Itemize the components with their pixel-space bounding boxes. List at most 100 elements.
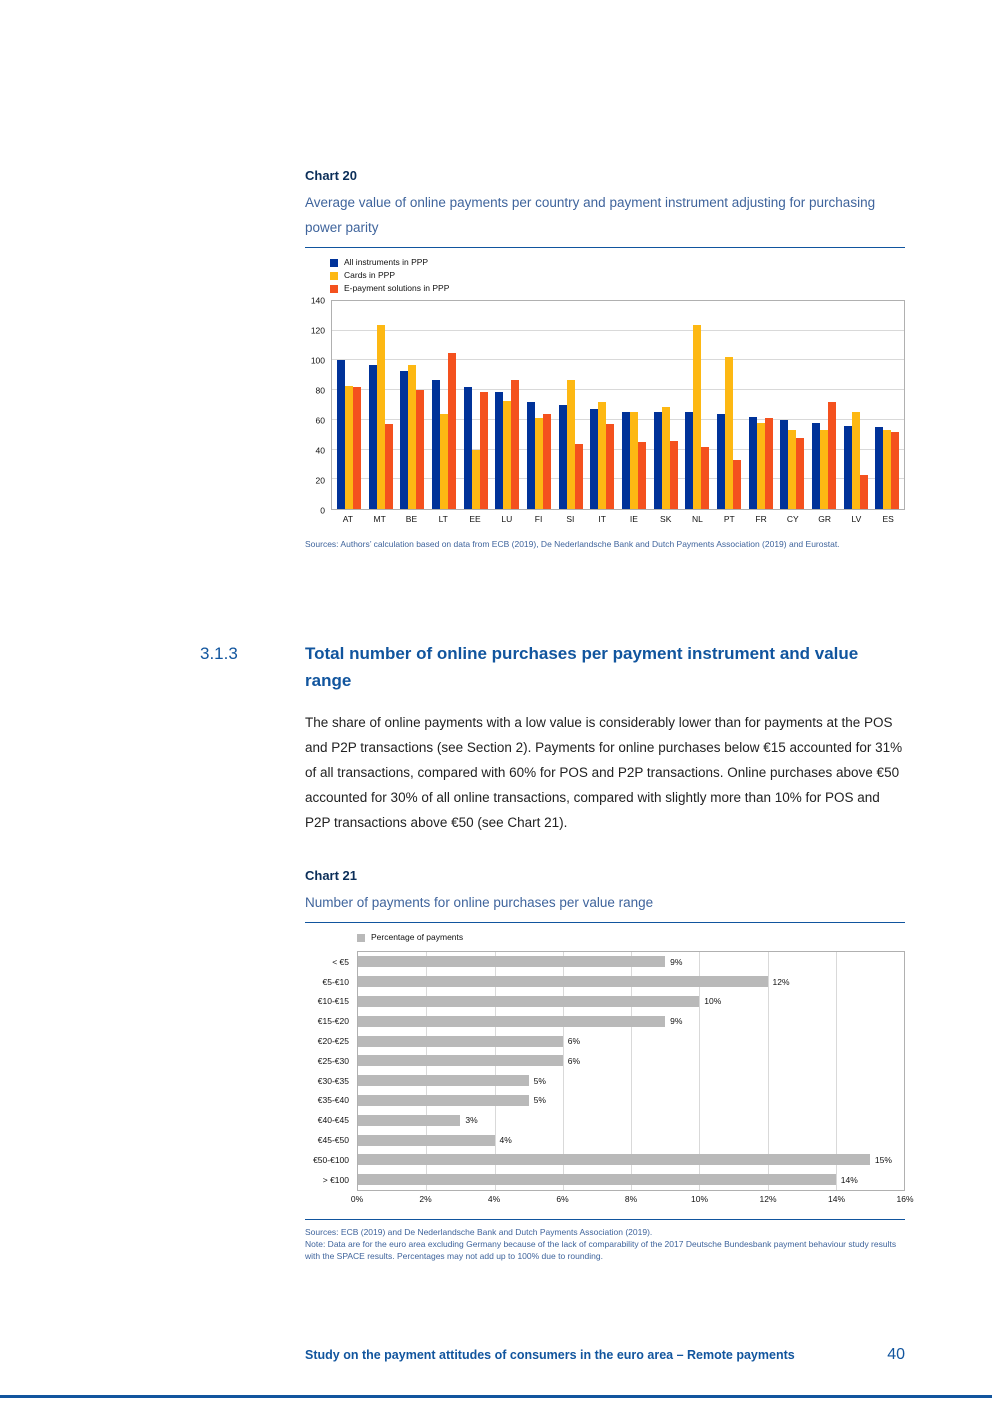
chart20-section: Chart 20 Average value of online payment… [305, 168, 905, 550]
gridline [631, 952, 632, 1190]
chart21-sources: Sources: ECB (2019) and De Nederlandsche… [305, 1226, 653, 1237]
bar [796, 437, 805, 509]
chart20-x-axis: AT MT BE LT EE LU FI SI IT IE SK NL PT FR CY GR LV ES [331, 510, 905, 524]
legend-label: E-payment solutions in PPP [344, 283, 450, 293]
bar [590, 409, 599, 509]
section-title: Total number of online purchases per pay… [305, 644, 859, 690]
legend-item: Percentage of payments [357, 932, 905, 943]
gridline [332, 418, 904, 420]
chart21-category-labels: < €5 €5-€10 €10-€15 €15-€20 €20-€25 €25-€30 €3… [305, 951, 357, 1191]
bar [447, 353, 456, 509]
bar [358, 976, 768, 988]
bar-row: 15% [358, 1150, 904, 1170]
bar [511, 379, 520, 509]
body-paragraph: The share of online payments with a low … [305, 715, 903, 830]
legend-swatch-icon [330, 284, 338, 293]
value-label: 10% [704, 996, 722, 1007]
chart20-y-axis: 0 20 40 60 80 100 120 140 [305, 296, 331, 514]
x-tick-label: EE [469, 514, 481, 524]
y-tick-label: 40 [315, 444, 325, 455]
bar [891, 431, 900, 509]
chart21-section: Chart 21 Number of payments for online p… [305, 868, 914, 1262]
bar-group [460, 301, 492, 509]
bar-group [618, 301, 650, 509]
bar [629, 412, 638, 509]
bar [606, 424, 615, 509]
x-tick-label: 0% [350, 1193, 364, 1204]
bar [875, 427, 884, 509]
bar [439, 413, 448, 509]
x-tick-label: 10% [690, 1193, 709, 1204]
value-label: 5% [533, 1095, 546, 1106]
x-tick-label: PT [723, 514, 735, 524]
x-tick-label: MT [373, 514, 386, 524]
bar [685, 412, 694, 509]
value-label: 5% [533, 1075, 546, 1086]
bar-group [776, 301, 808, 509]
bar-row: 6% [358, 1031, 904, 1051]
x-tick-label: SI [566, 514, 575, 524]
gridline [332, 389, 904, 391]
bar [788, 430, 797, 509]
bar [408, 364, 417, 509]
gridline [767, 952, 769, 1190]
bar [358, 1174, 836, 1186]
legend-label: All instruments in PPP [344, 257, 429, 267]
value-label: 15% [874, 1154, 892, 1165]
y-tick-label: 120 [310, 324, 325, 335]
x-tick-label: ES [882, 514, 894, 524]
bar [344, 385, 353, 509]
bar-group [808, 301, 840, 509]
x-tick-label: IE [629, 514, 638, 524]
bar [843, 425, 852, 509]
y-tick-label: 60 [315, 414, 325, 425]
bar-row: 3% [358, 1110, 904, 1130]
category-label: €20-€25 [317, 1036, 349, 1047]
bar [400, 370, 409, 509]
chart20-top-rule [305, 247, 905, 248]
bar-row: 9% [358, 952, 904, 972]
bar [534, 418, 543, 509]
bar-group [396, 301, 428, 509]
bar-group [523, 301, 555, 509]
x-tick-label: LT [438, 514, 448, 524]
x-tick-label: BE [405, 514, 418, 524]
x-tick-label: LU [501, 514, 513, 524]
bar [598, 402, 607, 509]
chart21-label: Chart 21 [305, 868, 358, 883]
bar [479, 391, 488, 509]
bar-row: 14% [358, 1170, 904, 1190]
bar [358, 1075, 529, 1087]
bar [526, 402, 535, 509]
value-label: 9% [670, 956, 683, 967]
x-tick-label: FR [755, 514, 767, 524]
y-tick-label: 20 [315, 474, 325, 485]
gridline [332, 359, 904, 361]
x-tick-label: FI [534, 514, 543, 524]
category-label: €5-€10 [322, 976, 349, 987]
category-label: €40-€45 [317, 1115, 349, 1126]
bar [661, 406, 670, 509]
legend-label: Cards in PPP [344, 270, 396, 280]
legend-item: Cards in PPP [330, 270, 905, 281]
value-label: 3% [465, 1115, 478, 1126]
bar [358, 1055, 563, 1067]
chart21-legend: Percentage of payments [357, 932, 905, 943]
x-tick-label: 4% [487, 1193, 501, 1204]
bar [358, 995, 700, 1007]
gridline [562, 952, 564, 1190]
bar [574, 443, 583, 509]
value-label: 9% [670, 1016, 683, 1027]
category-label: €25-€30 [317, 1055, 349, 1066]
gridline [332, 478, 904, 480]
bar [358, 1035, 563, 1047]
category-label: < €5 [332, 956, 349, 967]
gridline [835, 952, 837, 1190]
chart21-title: Number of payments for online purchases … [305, 895, 654, 910]
bar [503, 400, 512, 509]
chart21-note: Note: Data are for the euro area excludi… [305, 1238, 897, 1261]
bar [368, 364, 377, 509]
gridline [426, 952, 428, 1190]
x-tick-label: SK [660, 514, 672, 524]
bar-row: 6% [358, 1051, 904, 1071]
